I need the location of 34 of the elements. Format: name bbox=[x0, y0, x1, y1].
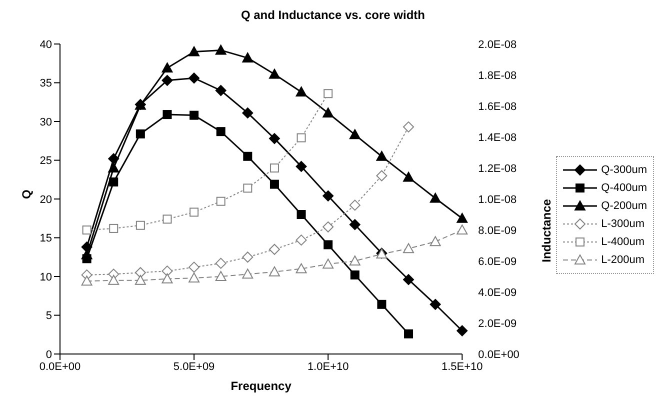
y-tick-label: 40 bbox=[40, 38, 52, 51]
x-tick-label: 1.5E+10 bbox=[441, 360, 483, 373]
legend-label: Q-300um bbox=[601, 164, 647, 176]
y2-tick-label: 1.6E-08 bbox=[478, 100, 517, 113]
y2-axis-title: Inductance bbox=[539, 198, 554, 262]
y-tick-label: 10 bbox=[40, 271, 52, 284]
y-axis-title: Q bbox=[19, 190, 34, 199]
y2-tick-label: 8.0E-09 bbox=[478, 224, 517, 237]
y2-tick-label: 1.8E-08 bbox=[478, 70, 517, 82]
y2-tick-label: 2.0E-09 bbox=[478, 318, 517, 330]
legend-label: Q-400um bbox=[601, 182, 647, 194]
chart-title: Q and Inductance vs. core width bbox=[240, 8, 426, 24]
y-tick-label: 25 bbox=[40, 155, 52, 168]
legend-label: Q-200um bbox=[601, 200, 647, 212]
legend-label: L-300um bbox=[601, 218, 645, 230]
y2-tick-label: 1.0E-08 bbox=[478, 194, 517, 206]
y-tick-label: 20 bbox=[40, 194, 52, 206]
y-tick-label: 35 bbox=[40, 78, 52, 90]
y2-tick-label: 1.4E-08 bbox=[478, 132, 517, 144]
x-axis-title: Frequency bbox=[230, 379, 292, 393]
x-tick-label: 5.0E+09 bbox=[173, 360, 215, 373]
y-tick-label: 30 bbox=[40, 116, 52, 128]
y-tick-label: 5 bbox=[46, 310, 52, 322]
y2-tick-label: 2.0E-08 bbox=[478, 38, 517, 51]
y2-tick-label: 0.0E+00 bbox=[478, 348, 520, 361]
y-tick-label: 0 bbox=[46, 348, 52, 361]
legend-label: L-200um bbox=[601, 254, 645, 266]
x-tick-label: 0.0E+00 bbox=[39, 360, 81, 373]
x-tick-label: 1.0E+10 bbox=[307, 360, 349, 373]
legend-label: L-400um bbox=[601, 236, 645, 248]
y2-tick-label: 4.0E-09 bbox=[478, 286, 517, 299]
y2-tick-label: 1.2E-08 bbox=[478, 162, 517, 175]
y2-tick-label: 6.0E-09 bbox=[478, 256, 517, 268]
y-tick-label: 15 bbox=[40, 232, 52, 245]
